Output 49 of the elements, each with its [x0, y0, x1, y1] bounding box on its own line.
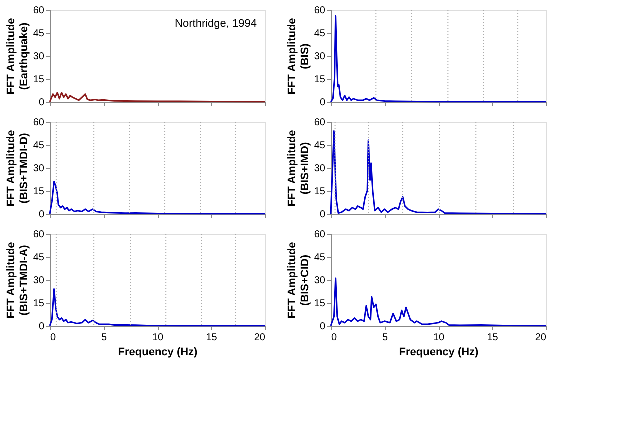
- y-tick-label: 60: [33, 230, 45, 240]
- y-tick-label: 30: [33, 164, 45, 174]
- y-tick-label: 0: [38, 98, 45, 108]
- x-axis-title: Frequency (Hz): [399, 346, 480, 358]
- y-tick-label: 30: [314, 52, 326, 62]
- y-tick-label: 60: [314, 118, 326, 128]
- y-axis-title: FFT Amplitude (BIS+TMDI-D): [5, 130, 30, 207]
- annotation: Northridge, 1994: [175, 18, 257, 30]
- y-tick-label: 15: [33, 74, 45, 86]
- y-tick-label: 15: [33, 298, 45, 310]
- y-tick-label: 45: [33, 28, 45, 40]
- y-tick-label: 0: [38, 210, 45, 220]
- y-tick-label: 30: [33, 276, 45, 286]
- y-tick-label: 60: [314, 230, 326, 240]
- y-tick-label: 0: [38, 322, 45, 332]
- y-tick-label: 60: [314, 6, 326, 16]
- y-tick-label: 60: [33, 6, 45, 16]
- x-axis-title: Frequency (Hz): [118, 346, 198, 358]
- x-tick-label: 20: [254, 332, 266, 344]
- y-axis-title: FFT Amplitude (BIS+IMD): [286, 130, 312, 207]
- y-tick-label: 0: [320, 98, 326, 108]
- x-tick-label: 5: [101, 332, 108, 344]
- y-tick-label: 0: [320, 322, 326, 332]
- x-tick-label: 20: [535, 332, 547, 344]
- y-tick-label: 30: [314, 164, 326, 174]
- y-tick-label: 45: [314, 252, 326, 264]
- x-tick-label: 10: [152, 332, 164, 344]
- x-tick-label: 0: [332, 332, 338, 344]
- x-tick-label: 5: [382, 332, 388, 344]
- y-tick-label: 15: [314, 186, 326, 198]
- y-tick-label: 15: [33, 186, 45, 198]
- x-tick-label: 0: [50, 332, 56, 344]
- y-tick-label: 30: [314, 276, 326, 286]
- y-tick-label: 15: [314, 298, 326, 310]
- y-tick-label: 45: [33, 140, 45, 152]
- x-tick-label: 15: [206, 332, 218, 344]
- x-tick-label: 15: [487, 332, 499, 344]
- y-tick-label: 45: [314, 28, 326, 40]
- y-tick-label: 0: [320, 210, 326, 220]
- x-tick-label: 10: [433, 332, 445, 344]
- y-tick-label: 15: [314, 74, 326, 86]
- y-tick-label: 30: [33, 52, 45, 62]
- y-axis-title: FFT Amplitude (BIS): [286, 18, 312, 95]
- y-tick-label: 60: [33, 118, 45, 128]
- y-axis-title: FFT Amplitude (BIS+CID): [286, 242, 312, 319]
- y-tick-label: 45: [314, 140, 326, 152]
- y-axis-title: FFT Amplitude (BIS+TMDI-A): [5, 242, 30, 319]
- y-tick-label: 45: [33, 252, 45, 264]
- y-axis-title: FFT Amplitude (Earthquake): [5, 18, 30, 95]
